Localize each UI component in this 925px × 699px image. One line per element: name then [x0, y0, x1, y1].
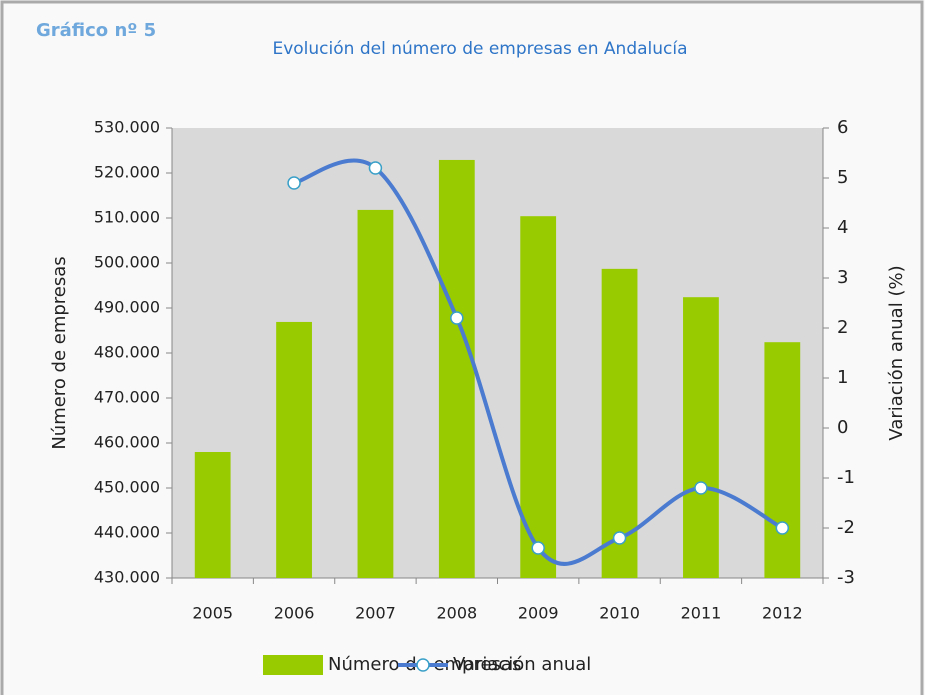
y2-tick-label: 5 — [837, 167, 848, 188]
x-tick-label: 2012 — [762, 604, 803, 623]
y-tick-label: 440.000 — [94, 523, 160, 542]
y-tick-label: 470.000 — [94, 388, 160, 407]
y-tick-label: 510.000 — [94, 208, 160, 227]
line-marker — [368, 161, 383, 175]
line-marker — [531, 541, 545, 555]
legend-swatch — [263, 655, 323, 675]
line-marker — [612, 531, 627, 545]
x-tick-label: 2009 — [518, 604, 559, 623]
y-tick-label: 480.000 — [94, 343, 160, 362]
y-tick-label: 530.000 — [94, 118, 160, 137]
chart-title: Evolución del número de empresas en Anda… — [272, 39, 687, 59]
x-tick-label: 2010 — [599, 604, 640, 623]
x-tick-label: 2005 — [192, 604, 233, 623]
plot-area — [172, 128, 823, 578]
y2-tick-label: -1 — [837, 467, 855, 488]
bar — [683, 297, 719, 578]
legend-swatch-marker — [416, 658, 430, 672]
line-marker — [287, 176, 301, 190]
x-tick-label: 2011 — [681, 604, 722, 623]
x-tick-label: 2006 — [274, 604, 315, 623]
y2-tick-label: -3 — [837, 567, 855, 588]
y2-tick-label: 6 — [837, 117, 848, 138]
y-tick-label: 450.000 — [94, 478, 160, 497]
y-tick-label: 430.000 — [94, 568, 160, 587]
y-axis-title: Número de empresas — [49, 256, 70, 449]
line-marker — [775, 521, 790, 535]
x-tick-label: 2008 — [436, 604, 477, 623]
line-marker — [450, 311, 464, 325]
bar — [764, 342, 801, 578]
y2-tick-label: 1 — [837, 367, 848, 388]
y2-tick-label: 3 — [837, 267, 848, 288]
y2-axis-title: Variación anual (%) — [886, 265, 907, 440]
bar — [520, 216, 557, 578]
legend-label: Variación anual — [453, 654, 591, 675]
y2-tick-label: 0 — [837, 417, 848, 438]
y2-tick-label: 2 — [837, 317, 848, 338]
line-marker — [694, 481, 708, 495]
bar — [438, 159, 475, 578]
bar — [357, 209, 394, 578]
bar — [276, 321, 312, 578]
bar — [601, 268, 638, 578]
header: Gráfico nº 5 — [36, 20, 156, 41]
x-tick-label: 2007 — [355, 604, 396, 623]
y2-tick-label: -2 — [837, 517, 855, 538]
y-tick-label: 500.000 — [94, 253, 160, 272]
y-tick-label: 490.000 — [94, 298, 160, 317]
y-tick-label: 520.000 — [94, 163, 160, 182]
y-tick-label: 460.000 — [94, 433, 160, 452]
bar — [194, 452, 231, 578]
y2-tick-label: 4 — [837, 217, 848, 238]
